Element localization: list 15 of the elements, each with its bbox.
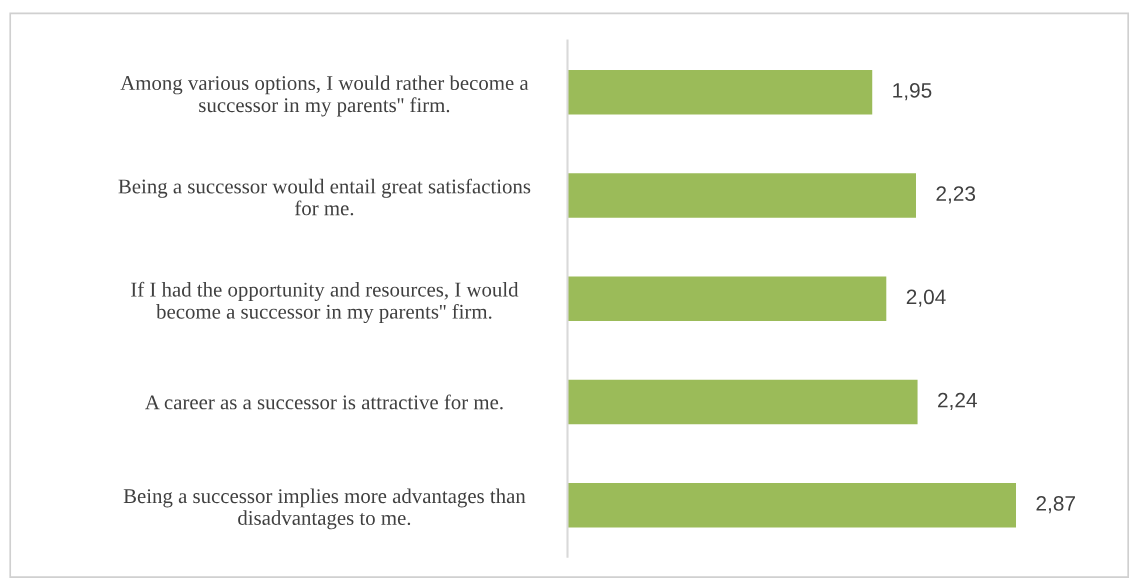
y-tick-label: If I had the opportunity and resources, I would become a successor in my parents'' firm. [131, 281, 519, 324]
bar [567, 379, 918, 425]
bar [567, 173, 916, 218]
data-label: 2,04 [906, 289, 946, 307]
y-tick-label: A career as a successor is attractive for me. [145, 394, 503, 410]
bar [567, 482, 1017, 528]
y-tick-label: Being a successor implies more advantages than disadvantages to me. [123, 488, 526, 530]
data-label: 2,24 [938, 392, 977, 410]
data-label: 2,23 [936, 186, 976, 204]
data-label: 1,95 [893, 83, 932, 101]
y-tick-label: Being a successor would entail great satisfactions for me. [118, 178, 531, 216]
bar [567, 70, 873, 115]
y-tick-label: Among various options, I would rather become a successor in my parents'' firm. [120, 75, 529, 117]
data-label: 2,87 [1036, 496, 1075, 514]
bar [567, 276, 887, 321]
